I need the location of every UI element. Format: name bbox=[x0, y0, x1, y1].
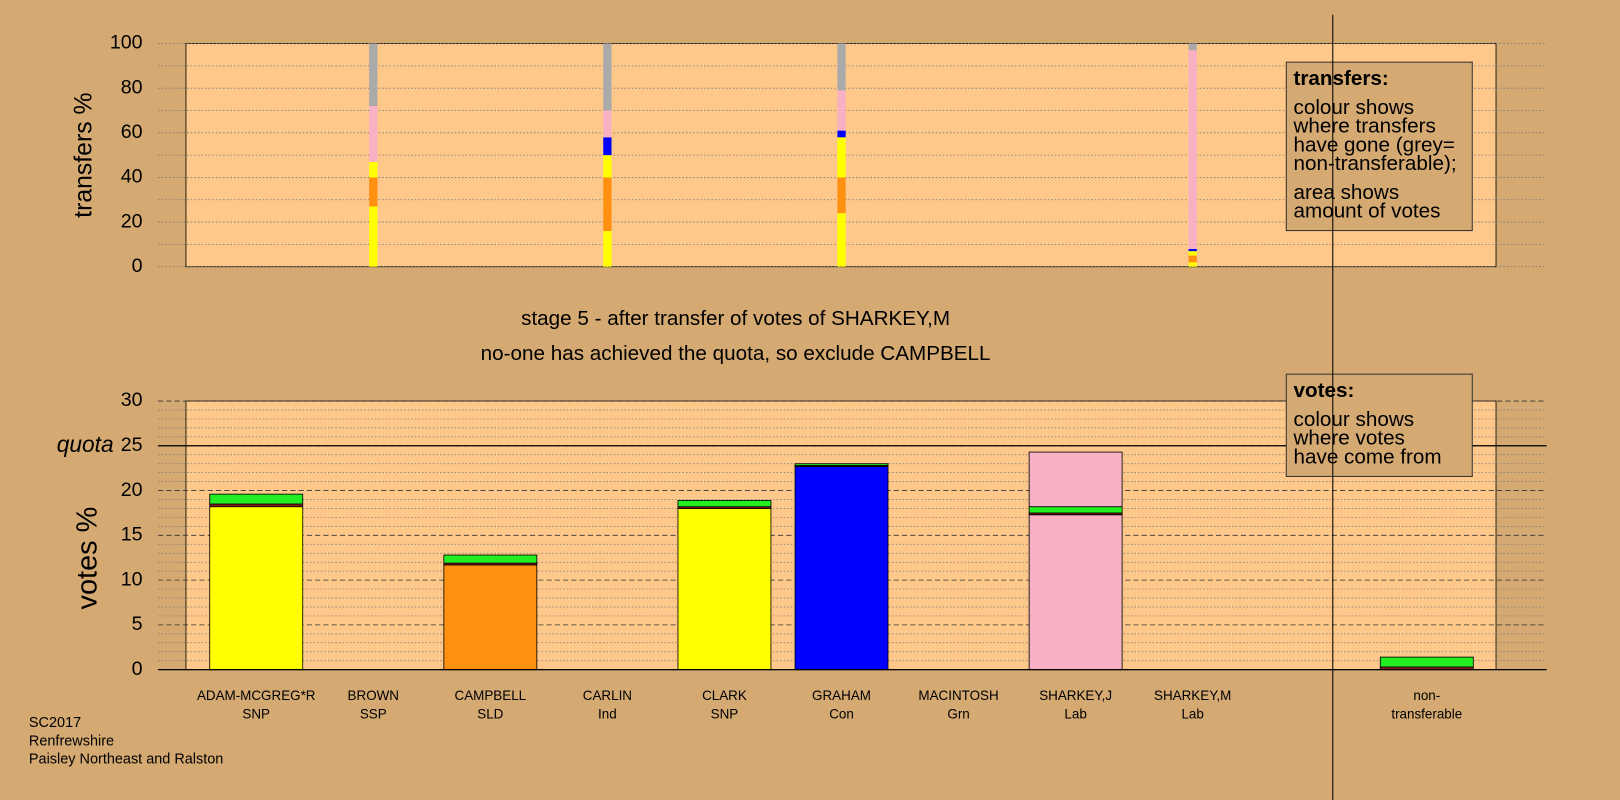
bar-segment bbox=[677, 500, 772, 508]
bar-segment bbox=[1188, 43, 1197, 51]
x-tick-label: SHARKEY,M bbox=[1154, 688, 1231, 703]
note-text: colour shows bbox=[1294, 408, 1415, 431]
note-heading: votes: bbox=[1294, 379, 1355, 402]
bar-segment bbox=[1188, 255, 1197, 263]
bar-segment bbox=[603, 110, 612, 138]
chart-subtitle: no-one has achieved the quota, so exclud… bbox=[481, 342, 991, 365]
chart-title: stage 5 - after transfer of votes of SHA… bbox=[521, 307, 950, 330]
x-tick-sublabel: SLD bbox=[477, 707, 503, 722]
bar-segment bbox=[209, 493, 304, 505]
bar-segment bbox=[1028, 506, 1123, 514]
note-heading: transfers: bbox=[1294, 67, 1389, 90]
y-tick-label: 25 bbox=[121, 434, 143, 456]
x-tick-label: MACINTOSH bbox=[918, 688, 998, 703]
bar-segment bbox=[1188, 262, 1197, 267]
y-tick-label: 60 bbox=[121, 121, 143, 143]
bar-segment bbox=[443, 564, 538, 671]
y-tick-label: 40 bbox=[121, 166, 143, 188]
x-tick-label: CAMPBELL bbox=[455, 688, 527, 703]
x-tick-sublabel: Ind bbox=[598, 707, 617, 722]
y-tick-label: 5 bbox=[132, 613, 143, 635]
bar-segment bbox=[369, 161, 378, 178]
note-text: have come from bbox=[1294, 445, 1442, 468]
x-tick-sublabel: Lab bbox=[1064, 707, 1086, 722]
bar-segment bbox=[1028, 451, 1123, 508]
bar-segment bbox=[1188, 248, 1197, 252]
x-tick-label: CARLIN bbox=[583, 688, 632, 703]
bar-segment bbox=[443, 554, 538, 564]
note-text: where transfers bbox=[1293, 115, 1436, 138]
bar-segment bbox=[837, 177, 846, 214]
bar-segment bbox=[794, 465, 889, 671]
note-text: colour shows bbox=[1294, 96, 1415, 119]
bar-segment bbox=[603, 43, 612, 111]
x-tick-label: CLARK bbox=[702, 688, 747, 703]
bar-segment bbox=[1188, 251, 1197, 256]
note-box bbox=[1285, 61, 1473, 232]
x-tick-sublabel: SSP bbox=[360, 707, 387, 722]
bar-segment bbox=[837, 137, 846, 178]
x-tick-label: GRAHAM bbox=[812, 688, 871, 703]
bar-segment bbox=[603, 137, 612, 156]
y-axis-label: transfers % bbox=[70, 92, 97, 217]
y-tick-label: 10 bbox=[121, 568, 143, 590]
bar-segment bbox=[837, 130, 846, 138]
y-tick-label: 15 bbox=[121, 524, 143, 546]
note-text: amount of votes bbox=[1294, 199, 1441, 222]
x-tick-sublabel: SNP bbox=[711, 707, 739, 722]
bar-segment bbox=[1379, 656, 1474, 668]
note-text: area shows bbox=[1294, 181, 1400, 204]
x-tick-label: SHARKEY,J bbox=[1039, 688, 1112, 703]
note-box bbox=[1285, 373, 1473, 477]
bar-segment bbox=[837, 90, 846, 131]
bar-segment bbox=[837, 43, 846, 91]
bar-segment bbox=[1028, 514, 1123, 671]
note-text: have gone (grey= bbox=[1294, 133, 1455, 156]
bar-segment bbox=[603, 177, 612, 232]
footer-text: Renfrewshire bbox=[29, 733, 114, 749]
bar-segment bbox=[369, 43, 378, 107]
x-tick-sublabel: transferable bbox=[1391, 707, 1462, 722]
bar-segment bbox=[837, 213, 846, 267]
x-tick-label: ADAM-MCGREG*R bbox=[197, 688, 316, 703]
footer-text: SC2017 bbox=[29, 715, 81, 731]
bar-segment bbox=[1188, 50, 1197, 249]
bar-segment bbox=[369, 206, 378, 267]
bar-segment bbox=[369, 106, 378, 162]
x-tick-sublabel: Lab bbox=[1181, 707, 1203, 722]
x-tick-label: BROWN bbox=[348, 688, 399, 703]
x-tick-sublabel: Con bbox=[829, 707, 854, 722]
footer-text: Paisley Northeast and Ralston bbox=[29, 751, 223, 767]
note-text: where votes bbox=[1293, 427, 1405, 450]
y-tick-label: 20 bbox=[121, 210, 143, 232]
bar-segment bbox=[603, 155, 612, 178]
bar-segment bbox=[677, 508, 772, 671]
bar-segment bbox=[794, 463, 889, 466]
y-tick-label: 80 bbox=[121, 76, 143, 98]
x-tick-sublabel: SNP bbox=[242, 707, 270, 722]
x-tick-sublabel: Grn bbox=[947, 707, 969, 722]
y-tick-label: 20 bbox=[121, 479, 143, 501]
note-text: non-transferable); bbox=[1294, 152, 1457, 175]
x-tick-label: non- bbox=[1413, 688, 1440, 703]
bar-segment bbox=[603, 231, 612, 267]
y-axis-label: votes % bbox=[71, 507, 103, 610]
y-tick-label: 30 bbox=[121, 389, 143, 411]
bar-segment bbox=[369, 177, 378, 207]
quota-label: quota bbox=[57, 431, 114, 457]
y-tick-label: 0 bbox=[132, 658, 143, 680]
bar-segment bbox=[209, 506, 304, 671]
y-tick-label: 0 bbox=[132, 255, 143, 277]
y-tick-label: 100 bbox=[110, 32, 143, 54]
